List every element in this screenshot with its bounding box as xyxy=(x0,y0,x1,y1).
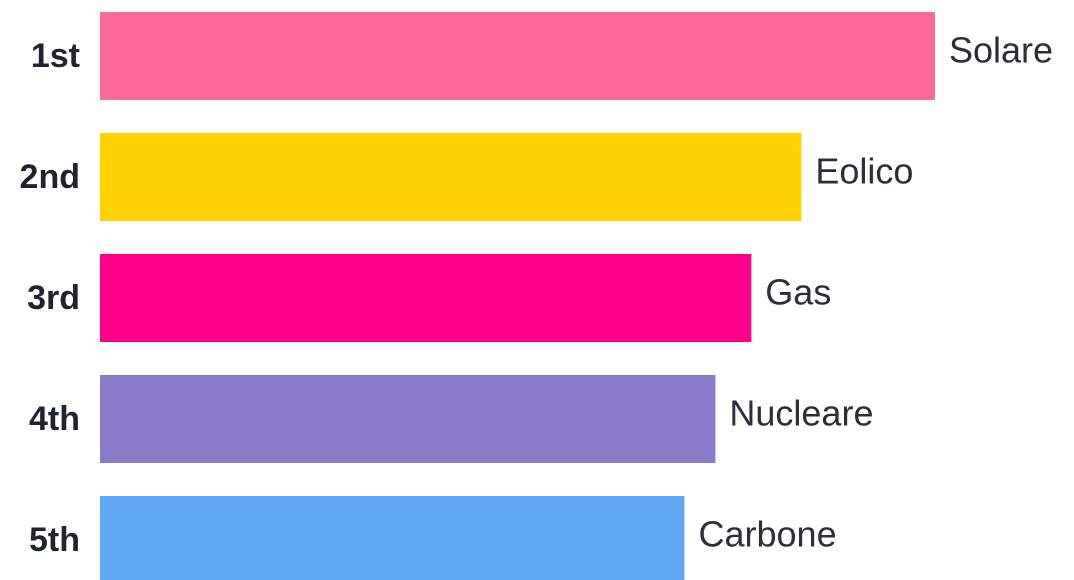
category-label: Carbone xyxy=(699,514,837,555)
category-labels-group: Solare Eolico Gas Nucleare Carbone xyxy=(699,30,1054,555)
category-label: Eolico xyxy=(815,151,913,192)
bar-eolico xyxy=(100,133,802,221)
category-label: Gas xyxy=(765,272,831,313)
rank-label: 3rd xyxy=(27,279,80,317)
rank-label: 5th xyxy=(29,521,80,559)
category-label: Nucleare xyxy=(729,393,873,434)
bar-nucleare xyxy=(100,375,716,463)
rank-labels-group: 1st 2nd 3rd 4th 5th xyxy=(20,37,80,559)
rank-label: 4th xyxy=(29,400,80,438)
bar-carbone xyxy=(100,496,685,580)
rank-label: 1st xyxy=(31,37,80,75)
bar-gas xyxy=(100,254,752,342)
category-label: Solare xyxy=(949,30,1053,71)
rank-label: 2nd xyxy=(20,158,80,196)
bars-group xyxy=(100,12,935,580)
bar-solare xyxy=(100,12,935,100)
